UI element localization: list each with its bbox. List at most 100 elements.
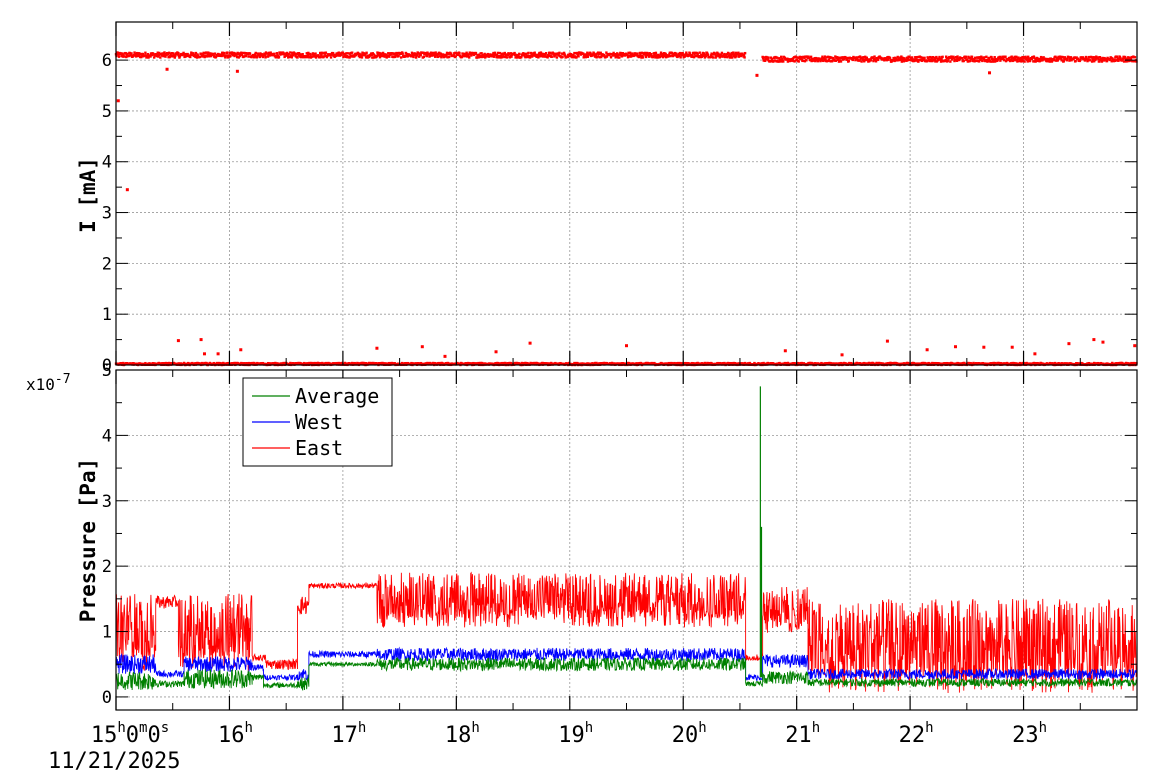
current-point: [240, 53, 244, 57]
current-point: [1127, 362, 1130, 365]
time-tick-label: 21h: [785, 720, 820, 748]
current-point: [495, 53, 499, 57]
current-point: [370, 52, 373, 55]
time-tick-label: 22h: [899, 720, 934, 748]
time-tick-label-unit: h: [117, 720, 125, 736]
current-point: [534, 53, 537, 56]
current-point: [897, 59, 900, 62]
current-point: [1042, 56, 1045, 59]
current-point: [488, 55, 491, 58]
current-point: [135, 54, 138, 57]
current-point: [287, 52, 290, 56]
current-point: [412, 55, 415, 59]
current-point: [639, 53, 642, 57]
current-point: [627, 51, 630, 55]
current-point: [191, 53, 194, 57]
pressure-y-exponent-base: x10: [26, 375, 55, 394]
current-point: [348, 56, 351, 59]
current-point: [306, 55, 309, 59]
current-point: [291, 51, 294, 55]
current-point: [214, 55, 218, 59]
current-point: [896, 55, 899, 59]
current-point: [724, 55, 727, 59]
current-point: [1117, 59, 1120, 62]
current-point: [906, 59, 909, 62]
current-point: [732, 51, 735, 54]
current-point: [743, 51, 747, 55]
current-point: [499, 54, 503, 58]
current-point: [491, 53, 495, 56]
current-outlier-point: [1101, 340, 1105, 344]
current-point: [822, 59, 825, 63]
current-point: [876, 58, 880, 62]
current-point: [172, 52, 175, 55]
current-point: [190, 51, 193, 54]
current-point: [503, 51, 507, 55]
current-point: [445, 53, 448, 57]
current-point: [973, 56, 977, 60]
current-point: [395, 51, 398, 55]
current-point: [847, 59, 850, 63]
current-point: [260, 53, 264, 56]
current-point: [1032, 60, 1035, 63]
current-point: [205, 362, 208, 365]
current-point: [989, 60, 992, 63]
current-point: [492, 51, 495, 55]
current-axes: [115, 21, 1138, 366]
current-point: [636, 52, 639, 55]
current-point: [470, 54, 473, 57]
current-point: [626, 55, 630, 59]
current-point: [698, 51, 701, 54]
legend-label-east: East: [295, 436, 343, 460]
current-point: [233, 54, 236, 58]
current-point: [888, 56, 892, 60]
current-point: [422, 55, 426, 59]
current-point: [962, 59, 965, 63]
current-outlier-point: [176, 339, 180, 343]
current-point: [641, 54, 644, 58]
current-point: [543, 55, 547, 58]
time-tick-label: 15h0m0s: [91, 720, 169, 748]
current-point: [861, 58, 865, 61]
current-point: [983, 56, 986, 59]
current-point: [1093, 60, 1096, 63]
current-point: [507, 52, 511, 56]
current-point: [577, 55, 580, 58]
current-point: [1059, 57, 1063, 60]
current-point: [831, 59, 834, 63]
current-point: [366, 56, 369, 59]
current-point: [1063, 56, 1067, 59]
current-point: [373, 56, 376, 59]
current-point: [1096, 56, 1100, 59]
current-point: [1105, 59, 1109, 63]
current-point: [941, 55, 944, 59]
current-point: [378, 55, 382, 59]
current-point: [1098, 55, 1102, 59]
current-point: [821, 55, 824, 58]
current-point: [422, 51, 425, 54]
current-point: [982, 57, 986, 61]
time-tick-label: 16h: [218, 720, 253, 748]
current-point: [439, 52, 443, 55]
series-line-east: [115, 571, 1138, 693]
current-point: [406, 54, 410, 58]
current-point: [872, 59, 875, 63]
current-point: [927, 58, 931, 61]
current-point: [225, 54, 228, 57]
current-point: [858, 59, 861, 62]
current-point: [661, 55, 665, 59]
current-point: [176, 53, 180, 56]
current-point: [796, 361, 799, 365]
current-outlier-point: [199, 338, 203, 342]
current-point: [433, 55, 437, 58]
current-point: [640, 51, 644, 55]
current-point: [297, 54, 300, 57]
current-point: [195, 54, 198, 58]
current-point: [1041, 58, 1044, 62]
current-point: [325, 55, 329, 59]
current-point: [1122, 60, 1126, 63]
series-line-average: [115, 656, 1138, 691]
current-point: [320, 53, 323, 57]
